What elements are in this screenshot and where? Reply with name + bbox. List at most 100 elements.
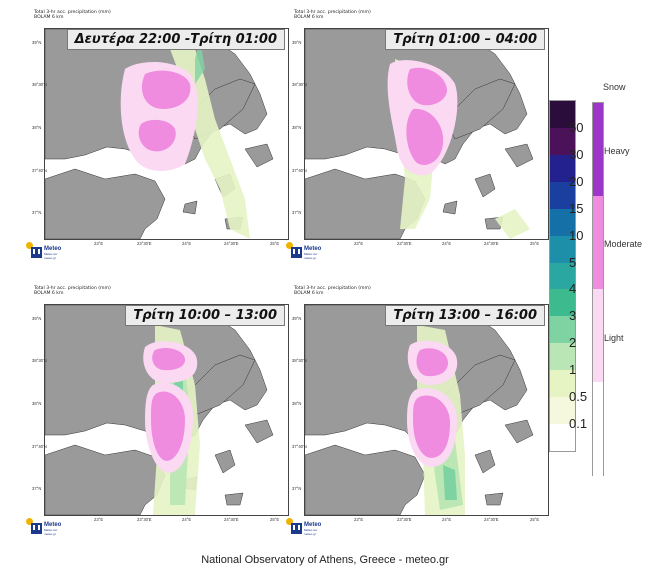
lat-tick: 37°N [292,486,302,491]
lon-tick: 24°30'E [224,241,239,246]
lat-tick: 38°30'N [32,82,47,87]
logo-sub: Météo sur [44,252,58,256]
snow-level-label: Light [604,333,624,343]
logo-sub: meteo.gr [304,531,316,536]
lon-tick: 24°E [442,241,452,246]
legend-color-cell [550,343,575,371]
snow-color-segment [593,289,603,383]
legend-color-cell [550,127,575,156]
lat-tick: 38°30'N [292,82,307,87]
footer-credit: National Observatory of Athens, Greece -… [201,554,449,566]
snow-color-segment [593,103,603,197]
panel-title: Total 3-hr acc. precipitation (mm) [294,10,371,15]
panel-title: Total 3-hr acc. precipitation (mm) [294,286,371,291]
lat-tick: 37°N [292,210,302,215]
map-area [304,304,549,516]
legend-color-cell [550,316,575,344]
legend-value-label: 0.5 [569,389,588,405]
lat-tick: 37°40'N [292,168,307,173]
lat-tick: 37°40'N [292,444,307,449]
sun-icon [286,518,293,525]
legend-color-cell [550,289,575,317]
panel-model: BOLAM 6 km [294,291,324,296]
legend-value-label: 1 [569,362,577,378]
legend-value-label: 2 [569,335,577,351]
map-svg [305,29,548,239]
map-panel-2: Total 3-hr acc. precipitation (mm) BOLAM … [286,10,557,260]
logo-sub: meteo.gr [44,531,56,536]
logo-sub: meteo.gr [44,255,56,260]
panel-model: BOLAM 6 km [34,291,64,296]
snow-color-segment [593,196,603,290]
legend-value-label: 5 [569,254,577,270]
lon-tick: 23°E [94,241,104,246]
lat-tick: 38°N [292,125,302,130]
snow-color-segment [593,382,603,476]
lon-tick: 24°30'E [224,517,239,522]
legend-value-label: 0.1 [569,416,588,432]
legend-value-label: 15 [569,200,584,216]
lat-tick: 39°N [32,316,42,321]
lat-tick: 37°N [32,210,42,215]
panel-title: Total 3-hr acc. precipitation (mm) [34,10,111,15]
time-label: Τρίτη 13:00 – 16:00 [385,305,545,326]
logo-name: Meteo [44,246,62,252]
snow-level-label: Moderate [604,239,643,249]
lat-tick: 38°N [32,401,42,406]
meteo-logo: Meteo Météo sur meteo.gr [286,242,328,262]
legend-value-label: 10 [569,227,584,243]
legend-color-cell [550,208,575,237]
legend-color-cell [550,235,575,264]
panel-model: BOLAM 6 km [34,15,64,20]
lat-tick: 39°N [32,40,42,45]
lat-tick: 38°30'N [32,358,47,363]
logo-sub: meteo.gr [304,255,316,260]
lon-tick: 24°30'E [484,517,499,522]
legend-color-cell [550,101,575,129]
lat-tick: 38°30'N [292,358,307,363]
lon-tick: 25°E [270,241,280,246]
sun-icon [26,518,33,525]
lon-tick: 25°E [530,241,540,246]
legend-color-cell [550,370,575,398]
logo-sub: Météo sur [44,528,58,532]
lat-tick: 37°40'N [32,168,47,173]
panel-model: BOLAM 6 km [294,15,324,20]
legend-value-label: 20 [569,173,584,189]
legend-value-label: 30 [569,146,584,162]
lat-tick: 37°N [32,486,42,491]
lon-tick: 23°E [354,517,364,522]
legend-value-label: 4 [569,281,577,297]
map-panel-1: Total 3-hr acc. precipitation (mm) BOLAM … [26,10,297,260]
logo-name: Meteo [44,522,62,528]
legend-value-label: 3 [569,308,577,324]
time-label: Τρίτη 10:00 – 13:00 [125,305,285,326]
snow-legend [592,102,604,476]
meteo-logo: Meteo Météo sur meteo.gr [286,518,328,538]
map-svg [45,29,288,239]
lon-tick: 24°E [182,517,192,522]
meteo-mark-icon [291,247,302,258]
meteo-mark-icon [291,523,302,534]
map-area [44,28,289,240]
lat-tick: 37°40'N [32,444,47,449]
map-area [44,304,289,516]
lat-tick: 38°N [32,125,42,130]
map-svg [305,305,548,515]
sun-icon [286,242,293,249]
logo-name: Meteo [304,522,322,528]
lon-tick: 23°E [354,241,364,246]
precip-legend: 50 30 20 15 10 5 4 3 2 1 0.5 0.1 [549,100,587,452]
lat-tick: 39°N [292,316,302,321]
panel-title: Total 3-hr acc. precipitation (mm) [34,286,111,291]
logo-name: Meteo [304,246,322,252]
lon-tick: 25°E [270,517,280,522]
lon-tick: 23°30'E [397,517,412,522]
legend-color-cell [550,397,575,425]
lon-tick: 25°E [530,517,540,522]
land-peloponnese [45,168,166,239]
lon-tick: 23°30'E [397,241,412,246]
lat-tick: 39°N [292,40,302,45]
logo-sub: Météo sur [304,252,318,256]
lon-tick: 24°E [442,517,452,522]
